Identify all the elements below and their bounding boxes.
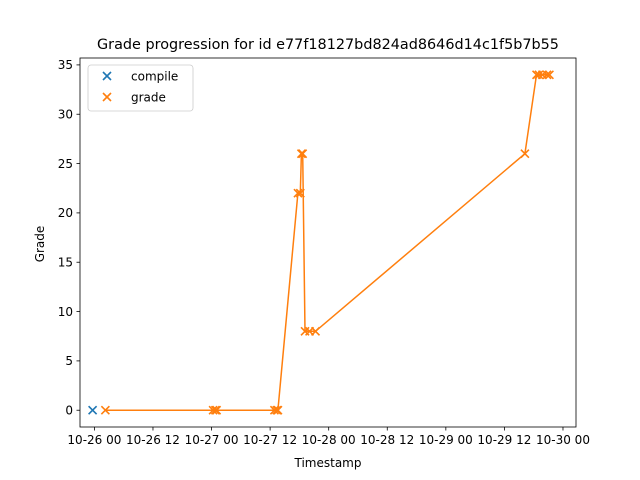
- data-point-grade: [100, 405, 110, 415]
- data-point-compile: [88, 405, 98, 415]
- x-tick-label: 10-28 00: [302, 433, 356, 447]
- x-tick-label: 10-26 12: [126, 433, 180, 447]
- data-point-grade: [210, 405, 221, 415]
- data-point-grade: [310, 326, 321, 336]
- data-point-grade: [534, 70, 544, 80]
- legend-marker-grade: [102, 92, 112, 102]
- data-point-grade: [272, 405, 282, 415]
- y-tick-label: 0: [65, 404, 73, 418]
- data-point-grade: [520, 149, 530, 159]
- data-point-grade: [295, 188, 305, 198]
- data-point-grade: [273, 405, 283, 415]
- y-tick-label: 30: [58, 108, 73, 122]
- data-point-grade: [298, 149, 308, 159]
- y-tick-label: 10: [58, 305, 73, 319]
- y-axis-label: Grade: [33, 226, 47, 263]
- y-tick-label: 5: [65, 354, 73, 368]
- legend-marker-compile: [102, 71, 112, 81]
- legend-label-grade: grade: [131, 91, 166, 105]
- y-tick-label: 15: [58, 256, 73, 270]
- y-tick-label: 20: [58, 206, 73, 220]
- legend: compile grade: [87, 64, 194, 112]
- x-tick-label: 10-27 12: [243, 433, 297, 447]
- y-tick-label: 25: [58, 157, 73, 171]
- chart-title: Grade progression for id e77f18127bd824a…: [97, 37, 559, 53]
- x-tick-label: 10-28 12: [360, 433, 414, 447]
- series-grade: [100, 70, 554, 415]
- legend-box: [87, 64, 194, 112]
- data-point-grade: [208, 405, 218, 415]
- x-tick-label: 10-29 00: [419, 433, 473, 447]
- y-axis-ticks: 0 5 10 15 20 25 30 35: [58, 58, 80, 418]
- data-point-grade: [544, 70, 554, 80]
- data-point-grade: [212, 405, 222, 415]
- legend-label-compile: compile: [131, 70, 178, 84]
- x-tick-label: 10-29 12: [477, 433, 531, 447]
- data-point-grade: [269, 405, 279, 415]
- series-compile: [88, 405, 98, 415]
- axes-frame: [79, 57, 577, 428]
- x-axis-label: Timestamp: [294, 456, 362, 470]
- data-point-grade: [296, 149, 307, 159]
- x-tick-label: 10-27 00: [185, 433, 239, 447]
- y-tick-label: 35: [58, 58, 73, 72]
- data-point-grade: [293, 188, 303, 198]
- x-tick-label: 10-26 00: [67, 433, 121, 447]
- x-tick-label: 10-30 00: [536, 433, 590, 447]
- x-axis-ticks: 10-26 00 10-26 12 10-27 00 10-27 12 10-28 00…: [67, 427, 590, 447]
- data-point-grade: [542, 70, 552, 80]
- plot-area: [79, 57, 577, 428]
